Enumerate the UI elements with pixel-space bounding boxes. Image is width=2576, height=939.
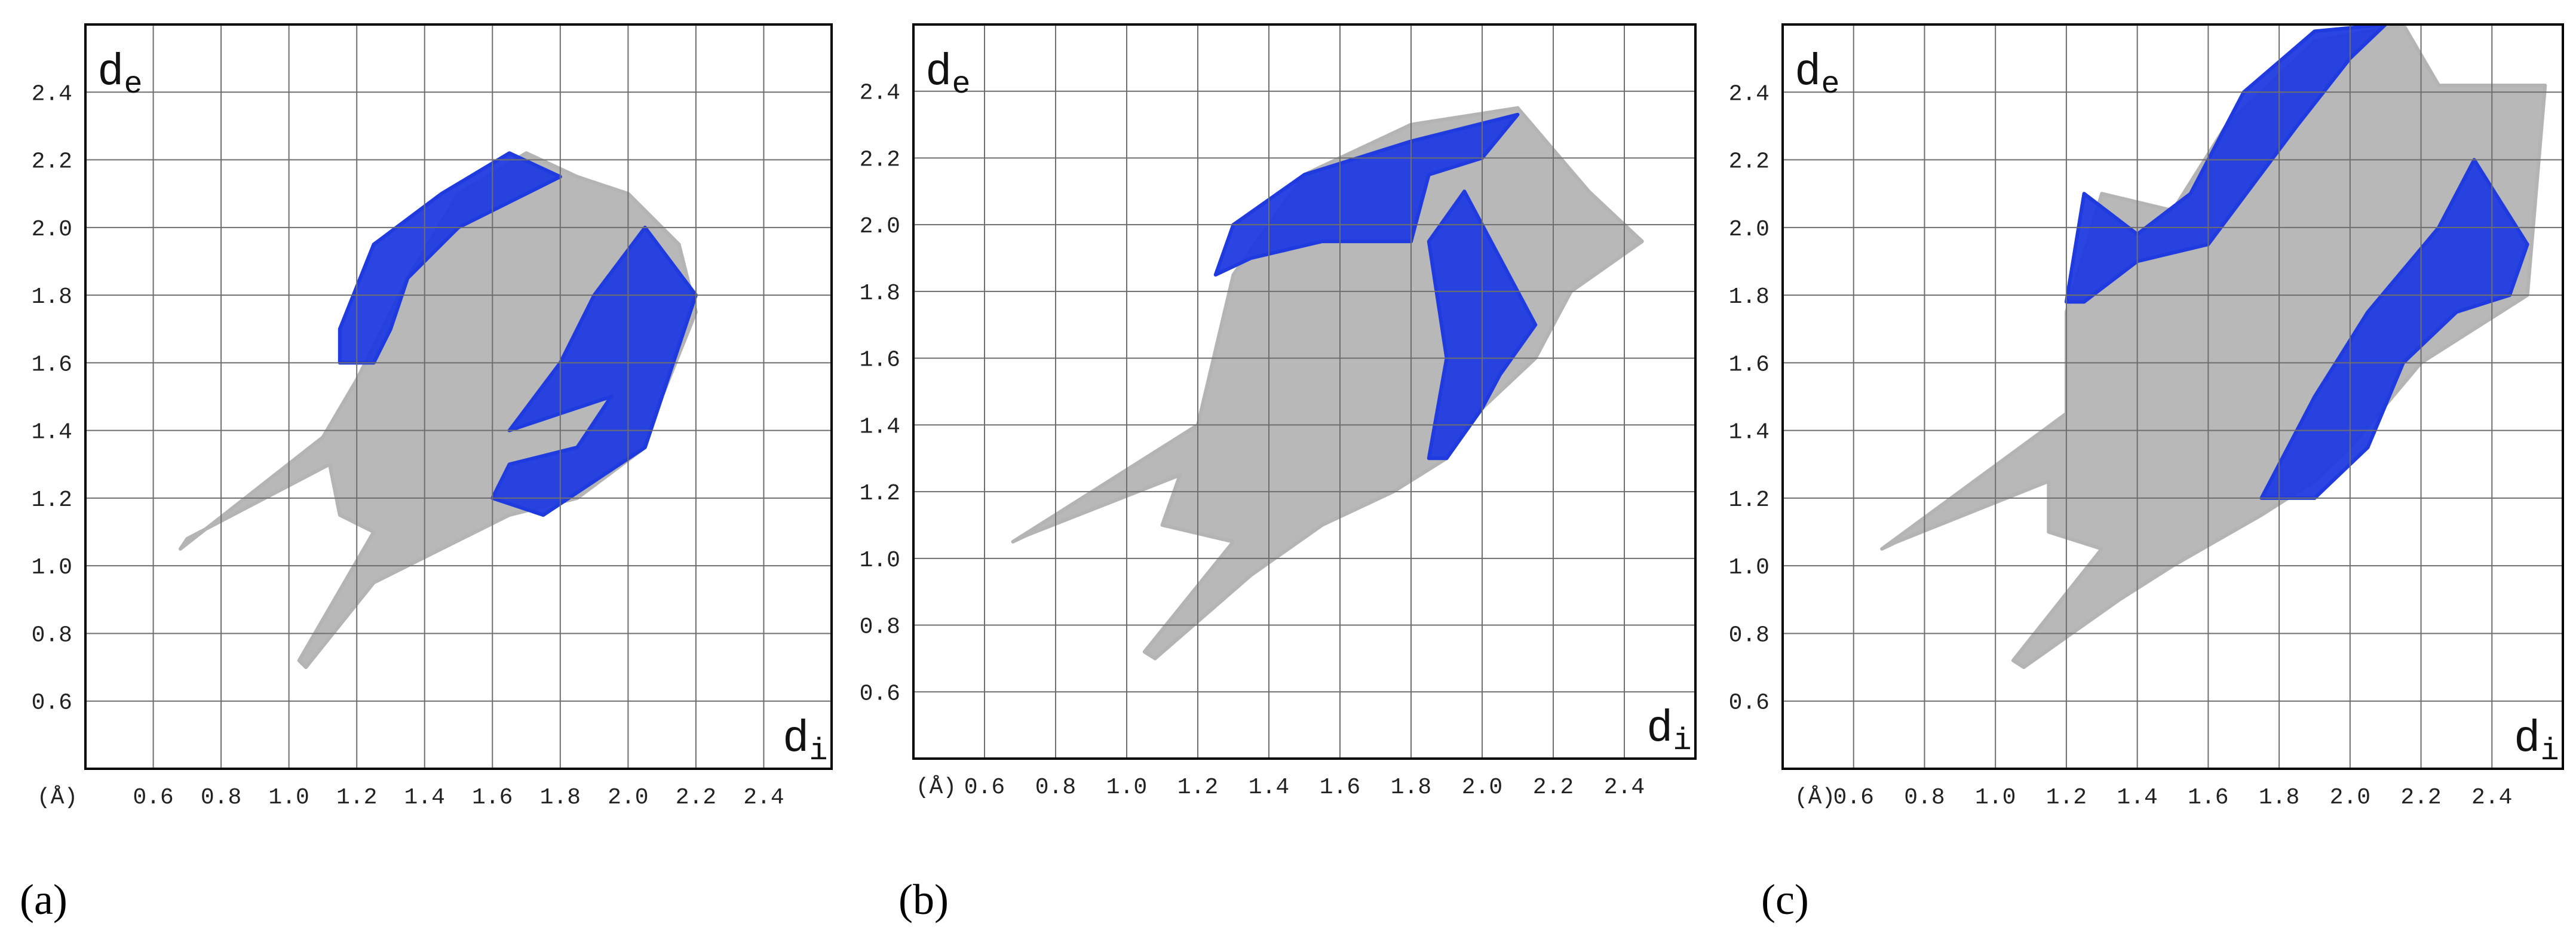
unit-label: (Å) — [916, 775, 956, 800]
y-tick-label: 2.0 — [860, 214, 900, 240]
region — [2259, 158, 2529, 500]
y-axis-label: de — [97, 48, 143, 102]
y-tick-label: 1.0 — [860, 548, 900, 573]
chart-panel: 0.6 0.8 1.0 1.2 1.4 1.6 1.8 2.0 2.2 2.4 0.6 0.8 1.0 1… — [1729, 23, 2564, 923]
y-tick-label: 1.2 — [1729, 487, 1770, 513]
x-tick-label: 1.8 — [2259, 785, 2299, 811]
y-tick-label: 2.0 — [32, 217, 72, 243]
plot-frame — [84, 23, 833, 770]
x-tick-label: 1.8 — [1391, 775, 1431, 800]
x-tick-label: 2.4 — [1604, 775, 1645, 800]
x-tick-label: 1.0 — [268, 785, 309, 811]
y-tick-label: 0.8 — [1729, 622, 1770, 648]
x-axis-label-main: d — [2514, 714, 2540, 765]
y-axis-label-sub: e — [124, 67, 142, 102]
x-tick-label: 1.8 — [540, 785, 581, 811]
x-tick-label: 0.6 — [1833, 785, 1874, 811]
y-tick-label: 1.4 — [860, 414, 900, 440]
x-axis-label-sub: i — [2540, 734, 2559, 769]
x-axis-label-main: d — [1646, 704, 1673, 754]
y-tick-label: 2.4 — [1729, 81, 1770, 107]
x-axis-label: di — [783, 714, 828, 769]
y-tick-label: 0.8 — [860, 615, 900, 640]
plot-frame — [1781, 23, 2564, 770]
chart-panel: 0.6 0.8 1.0 1.2 1.4 1.6 1.8 2.0 2.2 2.4 0.6 0.8 1.0 1… — [20, 23, 833, 923]
y-tick-label: 2.0 — [1729, 217, 1770, 243]
regions — [1011, 106, 1644, 661]
region — [1880, 24, 2547, 670]
x-tick-label: 2.2 — [2400, 785, 2441, 811]
x-tick-label: 1.4 — [2117, 785, 2157, 811]
panel-label: (c) — [1761, 876, 1809, 923]
y-axis-label: de — [925, 48, 971, 102]
y-axis-label-main: d — [97, 48, 124, 98]
y-axis-label-main: d — [1795, 48, 1821, 98]
x-axis-label: di — [1646, 704, 1692, 759]
y-tick-label: 2.2 — [860, 147, 900, 173]
plot-frame — [912, 23, 1697, 760]
y-tick-label: 2.2 — [1729, 149, 1770, 175]
x-tick-label: 0.8 — [201, 785, 241, 811]
y-tick-label: 0.6 — [32, 691, 72, 716]
x-tick-label: 0.6 — [133, 785, 173, 811]
regions — [1880, 24, 2547, 670]
region — [490, 225, 698, 517]
y-tick-label: 2.4 — [860, 81, 900, 106]
x-tick-label: 1.0 — [1106, 775, 1147, 800]
y-tick-label: 1.6 — [1729, 352, 1770, 378]
y-tick-label: 1.4 — [1729, 420, 1770, 446]
regions — [178, 151, 698, 670]
x-tick-label: 2.0 — [608, 785, 648, 811]
chart-panel: 0.6 0.8 1.0 1.2 1.4 1.6 1.8 2.0 2.2 2.4 0.6 0.8 1.0 1… — [860, 23, 1697, 923]
y-tick-label: 1.0 — [32, 555, 72, 581]
y-tick-label: 1.6 — [860, 348, 900, 373]
y-tick-label: 2.4 — [32, 81, 72, 107]
x-tick-label: 0.8 — [1035, 775, 1076, 800]
y-tick-label: 0.8 — [32, 622, 72, 648]
x-tick-label: 1.4 — [404, 785, 445, 811]
x-tick-label: 2.4 — [743, 785, 784, 811]
y-tick-label: 1.8 — [1729, 284, 1770, 310]
unit-label: (Å) — [1795, 785, 1835, 811]
x-tick-label: 1.2 — [336, 785, 377, 811]
x-tick-label: 0.8 — [1904, 785, 1945, 811]
x-axis-label-sub: i — [1673, 723, 1691, 759]
x-axis-label-sub: i — [809, 734, 827, 769]
y-tick-label: 1.2 — [860, 481, 900, 507]
y-axis-label-sub: e — [1821, 67, 1839, 102]
panel-label: (b) — [898, 876, 949, 923]
y-tick-label: 1.2 — [32, 487, 72, 513]
panel-label: (a) — [20, 876, 68, 923]
y-tick-label: 1.8 — [860, 281, 900, 306]
y-axis-label-sub: e — [952, 67, 970, 102]
x-tick-label: 2.0 — [2330, 785, 2370, 811]
x-tick-label: 2.0 — [1462, 775, 1502, 800]
x-axis-label: di — [2514, 714, 2559, 769]
x-tick-label: 0.6 — [964, 775, 1005, 800]
y-tick-label: 1.6 — [32, 352, 72, 378]
x-tick-label: 2.4 — [2471, 785, 2512, 811]
y-axis-label-main: d — [925, 48, 952, 98]
y-tick-label: 2.2 — [32, 149, 72, 175]
y-tick-label: 1.0 — [1729, 555, 1770, 581]
x-tick-label: 1.6 — [1320, 775, 1360, 800]
y-tick-label: 1.4 — [32, 420, 72, 446]
x-tick-label: 1.6 — [472, 785, 513, 811]
unit-label: (Å) — [37, 785, 78, 811]
x-tick-label: 1.6 — [2188, 785, 2228, 811]
x-tick-label: 2.2 — [676, 785, 716, 811]
y-axis-label: de — [1795, 48, 1840, 102]
x-axis-label-main: d — [783, 714, 809, 765]
y-tick-label: 0.6 — [1729, 691, 1770, 716]
x-tick-label: 1.0 — [1975, 785, 2016, 811]
x-tick-label: 1.4 — [1249, 775, 1289, 800]
x-tick-label: 1.2 — [1177, 775, 1218, 800]
y-tick-label: 0.6 — [860, 681, 900, 707]
x-tick-label: 1.2 — [2046, 785, 2087, 811]
x-tick-label: 2.2 — [1533, 775, 1574, 800]
y-tick-label: 1.8 — [32, 284, 72, 310]
